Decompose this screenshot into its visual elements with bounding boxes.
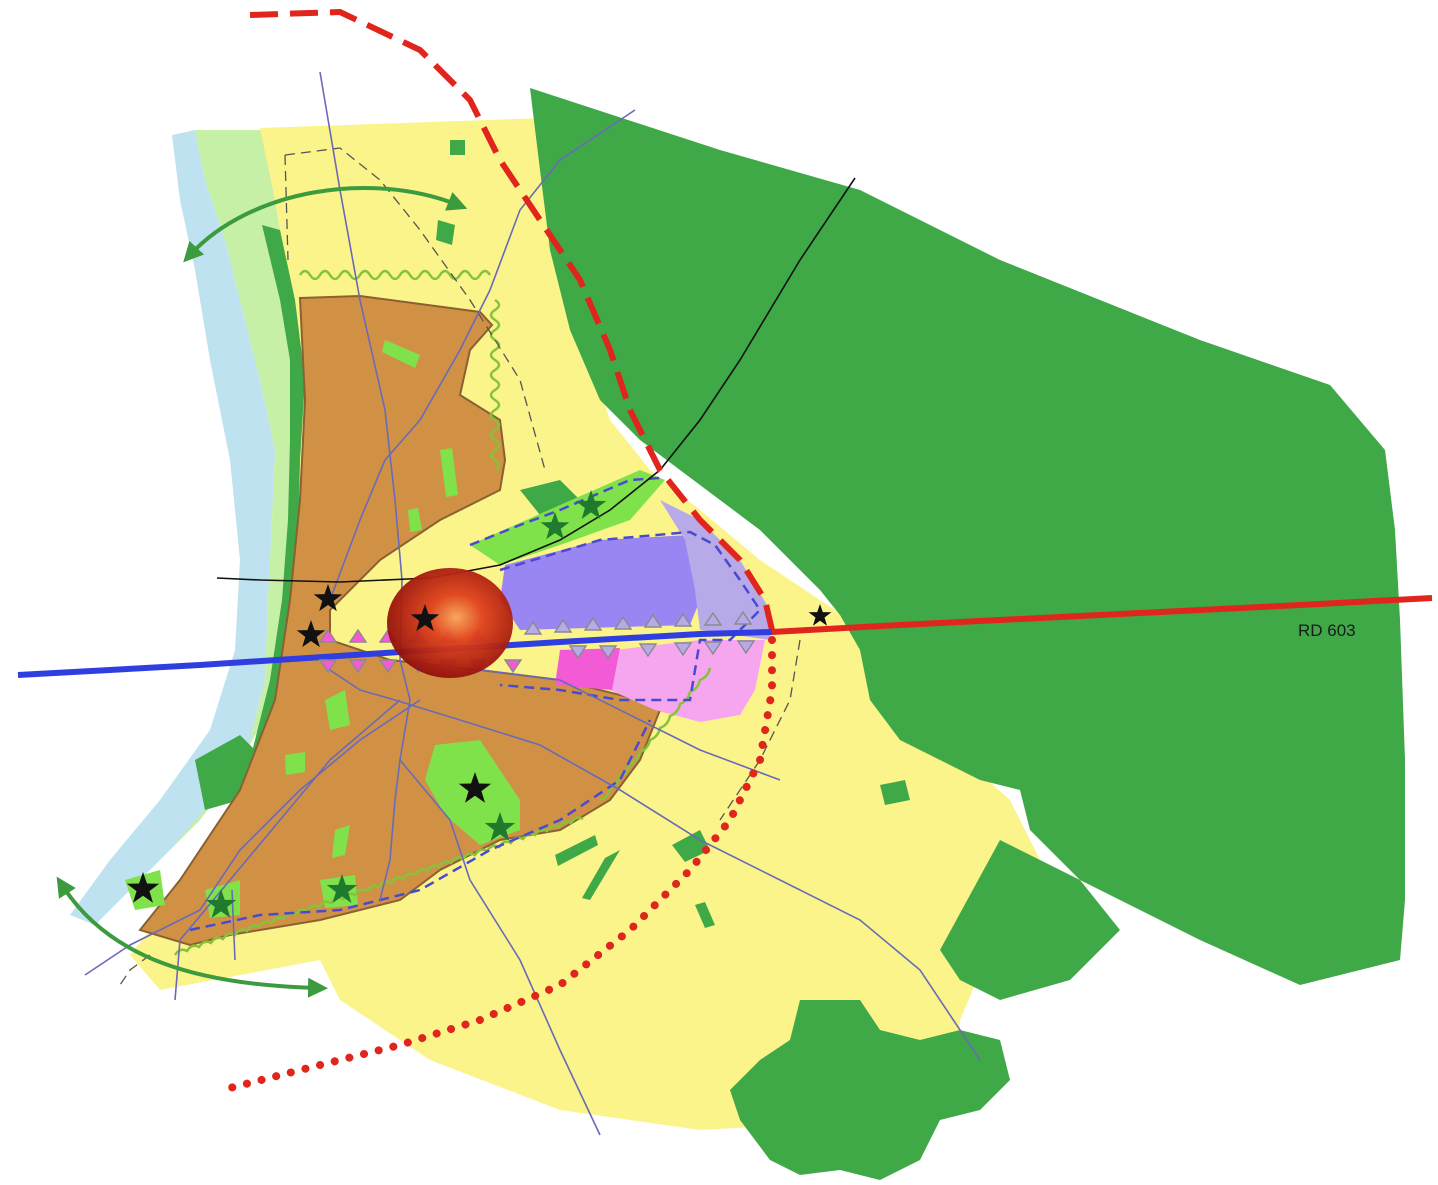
double-arrow-icon [56,876,328,998]
hedge-line [489,298,501,472]
hedge-line [298,269,492,281]
forest-patch [672,830,710,862]
city-center-marker [387,568,513,678]
green-patch [695,902,715,928]
green-patch [555,835,598,866]
forest-zone-south [730,1000,1010,1180]
forest-zone-east [940,840,1120,1000]
river [70,130,275,925]
green-patch [285,752,305,775]
green-patch [408,508,422,532]
green-patch [582,850,620,900]
dashed-boundary [719,639,801,821]
power-line [216,177,856,583]
road-rd603 [771,595,1433,635]
road-label-rd603: RD 603 [1298,621,1356,640]
planned-zone-outline [469,476,661,547]
green-patch [440,448,458,497]
forest-patch [450,140,465,155]
forest-patch [195,735,265,810]
hedge-line [599,667,712,802]
green-patch [325,690,350,730]
activity-zone [500,535,705,630]
activity-zone-light [660,500,770,640]
forest-patch [880,780,910,805]
river-bank-zone [95,130,300,925]
magenta-zone [555,648,620,690]
forest-strip-west [250,225,305,780]
forest-patch [520,480,580,515]
bypass-dashed [249,8,775,631]
planned-zone-outline [499,530,762,702]
double-arrow-icon [183,185,468,263]
park-zone [470,470,665,565]
green-patch [332,825,350,858]
green-patch [382,340,420,368]
dashed-boundary [284,147,546,471]
pink-zone [610,640,765,722]
forest-zone [530,88,1405,985]
